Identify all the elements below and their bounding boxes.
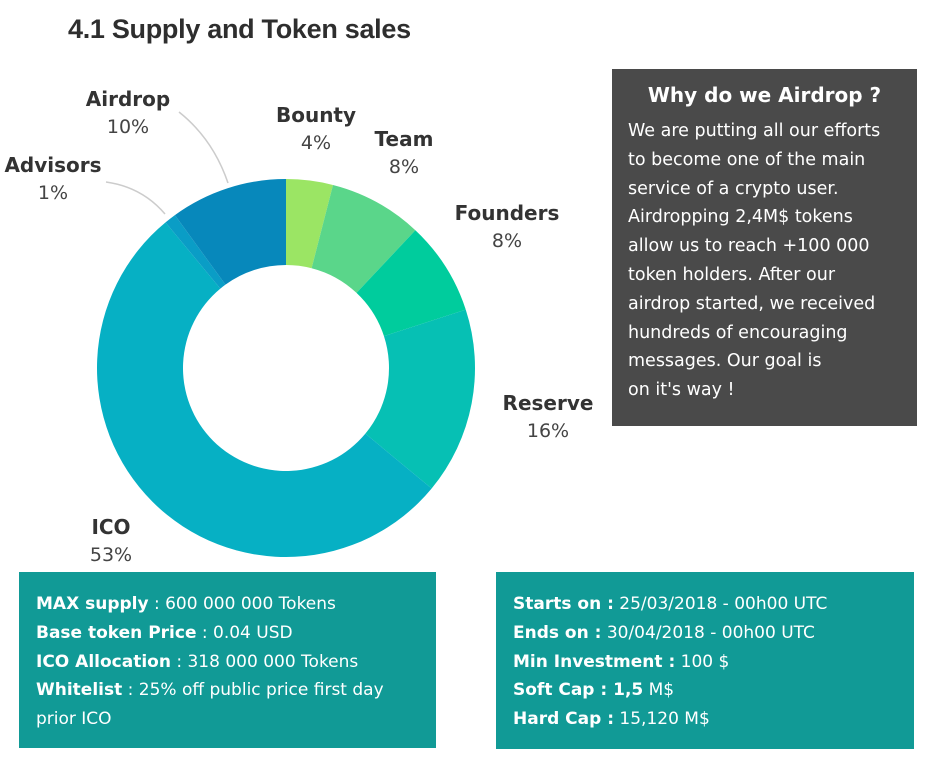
page-title: 4.1 Supply and Token sales	[68, 14, 411, 44]
why-line: hundreds of encouraging	[628, 322, 848, 343]
slice-percent: 1%	[37, 182, 69, 204]
slice-label-reserve: Reserve 16%	[488, 390, 608, 446]
soft-cap-value: M$	[643, 680, 675, 701]
base-price-label: Base token Price	[36, 622, 197, 643]
ends-on-value: 30/04/2018 - 00h00 UTC	[601, 622, 815, 643]
advisors-leader-line	[105, 181, 166, 215]
sale-dates-box: Starts on : 25/03/2018 - 00h00 UTC Ends …	[496, 572, 914, 749]
donut-slice-reserve	[365, 309, 476, 489]
starts-on-value: 25/03/2018 - 00h00 UTC	[613, 594, 828, 614]
base-price-row: Base token Price : 0.04 USD	[36, 619, 420, 648]
donut-slice-team	[311, 184, 416, 293]
why-airdrop-text: We are putting all our efforts to become…	[628, 117, 901, 405]
why-line: on it's way !	[628, 380, 735, 401]
slice-percent: 53%	[89, 544, 133, 566]
min-investment-label: Min Investment :	[513, 651, 676, 672]
why-line: allow us to reach +100 000	[628, 236, 870, 257]
min-investment-row: Min Investment : 100 $	[513, 648, 898, 677]
donut-slice-airdrop	[174, 179, 286, 285]
why-line: messages. Our goal is	[628, 351, 822, 372]
why-line: Airdropping 2,4M$ tokens	[628, 207, 853, 228]
starts-on-label: Starts on :	[513, 594, 614, 614]
slice-name: ICO	[91, 515, 131, 539]
donut-slice-advisors	[165, 215, 226, 289]
slice-label-founders: Founders 8%	[447, 200, 567, 256]
token-distribution-donut-chart	[96, 111, 476, 558]
airdrop-leader-line	[178, 111, 229, 184]
soft-cap-row: Soft Cap : 1,5 M$	[513, 676, 898, 705]
supply-info-box: MAX supply : 600 000 000 Tokens Base tok…	[19, 572, 436, 748]
ends-on-label: Ends on :	[513, 622, 602, 643]
donut-slice-bounty	[286, 179, 334, 269]
starts-on-row: Starts on : 25/03/2018 - 00h00 UTC	[513, 590, 898, 619]
slice-percent: 16%	[526, 420, 570, 442]
soft-cap-label: Soft Cap : 1,5	[513, 680, 644, 701]
slice-name: Airdrop	[85, 87, 171, 111]
max-supply-row: MAX supply : 600 000 000 Tokens	[36, 590, 420, 619]
hard-cap-row: Hard Cap : 15,120 M$	[513, 705, 898, 734]
ico-allocation-value: : 318 000 000 Tokens	[170, 651, 359, 672]
ends-on-row: Ends on : 30/04/2018 - 00h00 UTC	[513, 619, 898, 648]
base-price-value: : 0.04 USD	[196, 622, 293, 643]
max-supply-label: MAX supply	[36, 594, 149, 614]
donut-slice-ico	[96, 222, 432, 558]
slice-label-team: Team 8%	[344, 126, 464, 182]
slice-name: Reserve	[502, 391, 594, 415]
slice-name: Bounty	[275, 103, 357, 127]
slice-name: Founders	[454, 201, 560, 225]
slice-percent: 8%	[388, 156, 420, 178]
max-supply-value: : 600 000 000 Tokens	[148, 594, 336, 614]
whitelist-label: Whitelist	[36, 680, 123, 701]
hard-cap-label: Hard Cap :	[513, 709, 615, 730]
slice-label-airdrop: Airdrop 10%	[68, 86, 188, 142]
slice-percent: 10%	[106, 116, 150, 138]
why-line: We are putting all our efforts	[628, 121, 881, 141]
slice-name: Advisors	[4, 153, 102, 177]
slice-name: Team	[374, 127, 434, 151]
why-line: token holders. After our	[628, 264, 836, 285]
slice-percent: 4%	[300, 132, 332, 154]
ico-allocation-row: ICO Allocation : 318 000 000 Tokens	[36, 648, 420, 677]
min-investment-value: 100 $	[675, 651, 730, 672]
why-airdrop-panel: Why do we Airdrop ? We are putting all o…	[612, 69, 917, 426]
slice-percent: 8%	[491, 230, 523, 252]
why-line: to become one of the main	[628, 149, 866, 170]
why-airdrop-heading: Why do we Airdrop ?	[647, 83, 882, 107]
hard-cap-value: 15,120 M$	[614, 709, 710, 730]
whitelist-row: Whitelist : 25% off public price first d…	[36, 676, 420, 734]
whitelist-value: : 25% off public price first day prior I…	[36, 680, 384, 730]
slice-label-bounty: Bounty 4%	[256, 102, 376, 158]
donut-slice-founders	[356, 230, 466, 337]
why-line: service of a crypto user.	[628, 178, 839, 199]
ico-allocation-label: ICO Allocation	[36, 651, 171, 672]
slice-label-ico: ICO 53%	[51, 514, 171, 570]
slice-label-advisors: Advisors 1%	[0, 152, 113, 208]
why-line: airdrop started, we received	[628, 293, 876, 314]
